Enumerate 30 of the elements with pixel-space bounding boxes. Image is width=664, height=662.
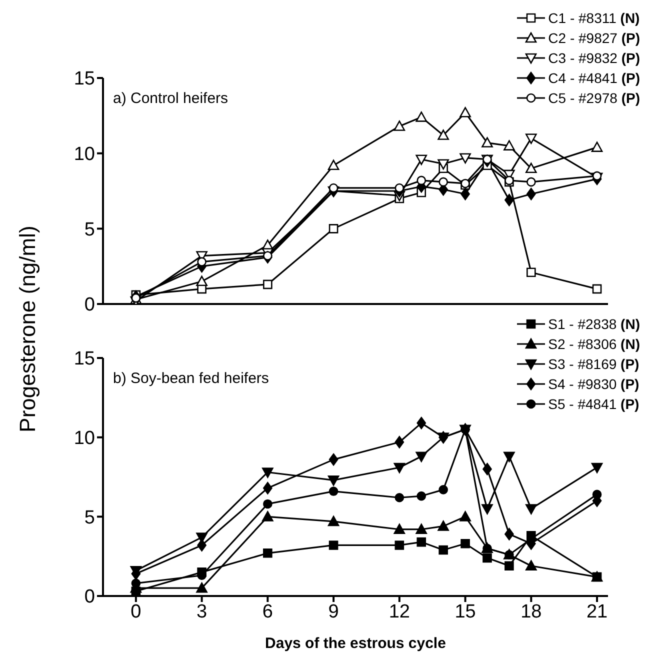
legend-label: S2 - #8306 (N) (548, 336, 640, 352)
y-tick-label: 15 (74, 348, 95, 370)
legend-label: S1 - #2838 (N) (548, 316, 640, 332)
x-tick-label: 9 (328, 601, 339, 622)
x-tick-label: 0 (130, 601, 142, 622)
legend-label: C5 - #2978 (P) (548, 90, 640, 106)
legend-label: S3 - #8169 (P) (548, 356, 640, 372)
y-tick-label: 5 (84, 507, 95, 528)
y-tick-label: 0 (84, 586, 95, 608)
y-tick-label: 5 (84, 219, 95, 240)
y-tick-label: 10 (74, 144, 95, 166)
x-tick-label: 21 (586, 601, 608, 622)
legend-label: S5 - #4841 (P) (548, 396, 640, 412)
x-tick-label: 18 (520, 601, 542, 622)
y-tick-label: 0 (84, 294, 95, 316)
x-axis-title: Days of the estrous cycle (265, 635, 446, 652)
legend-label: C4 - #4841 (P) (548, 70, 640, 86)
x-tick-label: 6 (262, 601, 273, 622)
y-axis-title: Progesterone (ng/ml) (15, 224, 41, 434)
legend-label: C2 - #9827 (P) (548, 30, 640, 46)
x-tick-label: 15 (454, 601, 476, 622)
legend-label: C3 - #9832 (P) (548, 50, 640, 66)
legend-label: C1 - #8311 (N) (548, 10, 640, 26)
legend-label: S4 - #9830 (P) (548, 376, 640, 392)
y-tick-label: 10 (74, 428, 95, 450)
x-tick-label: 3 (196, 601, 208, 622)
x-tick-label: 12 (388, 601, 410, 622)
text: b) Soy-bean fed heifers (113, 370, 269, 387)
text: a) Control heifers (113, 90, 228, 107)
y-tick-label: 15 (74, 68, 95, 90)
